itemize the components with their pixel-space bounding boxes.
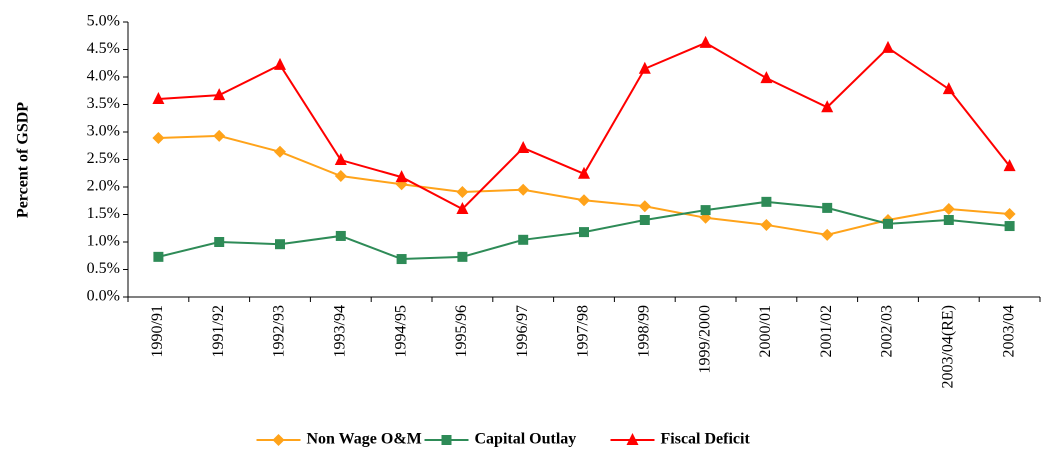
x-tick-label: 1996/97	[514, 305, 531, 357]
marker	[153, 251, 164, 262]
y-tick-label: 5.0%	[87, 13, 120, 30]
x-tick-label: 2001/02	[818, 305, 835, 357]
marker	[517, 183, 530, 196]
x-tick-label: 1997/98	[575, 305, 592, 357]
y-tick-label: 0.5%	[87, 260, 120, 277]
marker	[334, 153, 347, 166]
marker	[274, 57, 286, 70]
marker	[456, 202, 469, 214]
x-tick-label: 1994/95	[392, 305, 409, 357]
marker	[760, 71, 773, 84]
marker	[396, 254, 407, 265]
marker	[760, 218, 773, 231]
x-tick-label: 1999/2000	[696, 305, 713, 373]
marker	[1004, 221, 1015, 232]
x-tick-label: 2003/04	[1000, 305, 1017, 357]
marker	[457, 251, 468, 262]
marker	[214, 237, 225, 247]
x-tick-label: 1990/91	[149, 305, 166, 357]
marker	[699, 35, 712, 48]
marker	[274, 145, 286, 158]
marker	[213, 129, 226, 142]
x-tick-label: 1998/99	[635, 305, 652, 357]
marker	[456, 185, 469, 198]
marker	[152, 92, 165, 104]
marker	[1003, 207, 1016, 220]
series-line	[158, 134, 1010, 236]
marker	[821, 100, 834, 113]
marker	[275, 239, 285, 250]
x-tick-label: 2003/04(RE)	[939, 305, 956, 389]
marker	[517, 140, 530, 153]
marker	[395, 170, 408, 183]
marker	[761, 196, 772, 207]
marker	[883, 218, 893, 229]
marker	[579, 227, 589, 238]
marker	[335, 230, 346, 241]
marker	[639, 215, 650, 225]
y-tick-label: 4.0%	[87, 68, 120, 85]
marker	[821, 228, 834, 241]
marker	[882, 40, 894, 53]
marker	[822, 202, 833, 213]
y-axis-label: Percent of GSDP	[15, 102, 32, 218]
y-tick-label: 2.0%	[87, 178, 120, 195]
marker	[700, 205, 711, 216]
legend-label: Capital Outlay	[475, 431, 577, 448]
marker	[272, 434, 285, 446]
y-tick-label: 0.0%	[87, 288, 120, 305]
y-tick-label: 1.0%	[87, 233, 120, 250]
y-tick-label: 2.5%	[87, 150, 120, 167]
marker	[638, 61, 651, 74]
y-tick-label: 3.0%	[87, 123, 120, 140]
x-tick-label: 2000/01	[757, 305, 774, 357]
x-tick-label: 1991/92	[210, 305, 227, 357]
marker	[942, 82, 955, 95]
marker	[943, 215, 954, 225]
marker	[942, 203, 955, 215]
marker	[518, 234, 529, 245]
marker	[626, 433, 639, 445]
marker	[578, 194, 590, 207]
marker	[578, 166, 590, 179]
x-tick-label: 1992/93	[271, 305, 288, 357]
y-tick-label: 3.5%	[87, 95, 120, 112]
marker	[213, 88, 226, 101]
marker	[1003, 159, 1016, 172]
y-tick-label: 1.5%	[87, 205, 120, 222]
legend-label: Fiscal Deficit	[661, 431, 751, 448]
series-line	[158, 41, 1011, 211]
marker	[441, 435, 452, 445]
marker	[638, 200, 651, 213]
y-tick-label: 4.5%	[87, 40, 120, 57]
marker	[152, 132, 165, 145]
legend-label: Non Wage O&M	[307, 431, 422, 448]
marker	[334, 170, 347, 182]
x-tick-label: 1993/94	[331, 305, 348, 357]
x-tick-label: 1995/96	[453, 305, 470, 357]
x-tick-label: 2002/03	[879, 305, 896, 357]
